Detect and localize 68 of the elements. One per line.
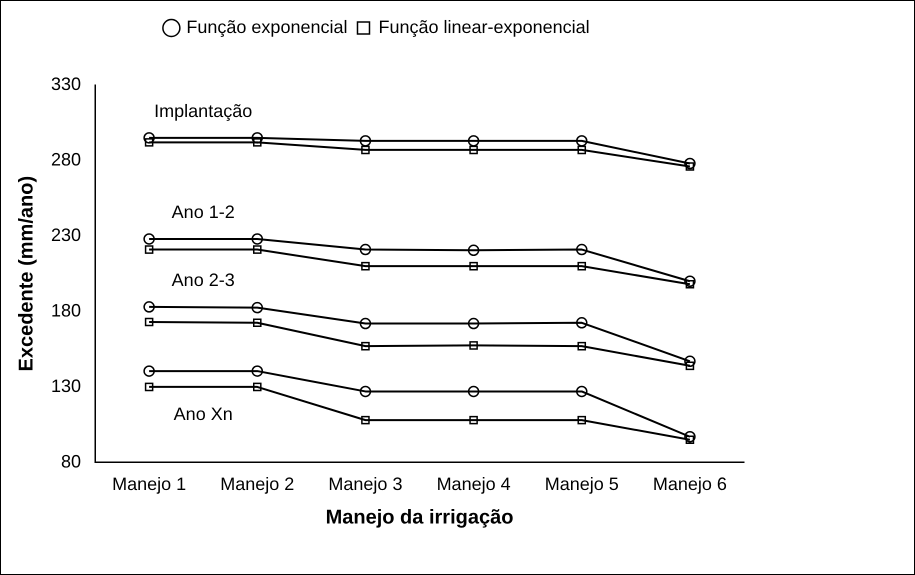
point [468, 318, 480, 330]
point [144, 138, 154, 147]
point [576, 135, 588, 147]
point [684, 430, 696, 442]
x-tick-label: Manejo 1 [112, 474, 186, 494]
point [361, 146, 370, 154]
annotation: Implantação [154, 100, 252, 121]
point [252, 233, 264, 245]
point [360, 318, 372, 330]
point [469, 262, 478, 270]
point [252, 132, 264, 144]
point [252, 302, 264, 314]
point [252, 365, 264, 377]
point [360, 386, 372, 398]
point [576, 386, 588, 398]
y-tick-label: 130 [50, 376, 82, 396]
legend-label: Função exponencial [186, 16, 348, 37]
annotation: Ano 1-2 [172, 202, 235, 222]
point [143, 301, 155, 313]
point [252, 138, 262, 147]
point [576, 317, 588, 329]
point [686, 280, 694, 289]
x-axis-title: Manejo da irrigação [326, 506, 514, 529]
point [577, 342, 586, 350]
point [143, 365, 155, 377]
point [577, 262, 586, 270]
point [143, 132, 155, 144]
point [144, 318, 154, 326]
point [577, 416, 586, 424]
x-tick-label: Manejo 5 [544, 474, 619, 494]
y-tick-label: 280 [50, 149, 82, 170]
point [684, 356, 696, 368]
y-axis-title: Excedente (mm/ano) [16, 176, 38, 372]
point [361, 416, 370, 424]
point [252, 382, 262, 392]
point [469, 416, 478, 424]
y-tick-label: 330 [50, 74, 82, 94]
point [468, 386, 480, 398]
point [577, 146, 586, 154]
point [686, 362, 694, 370]
point [143, 233, 155, 245]
x-tick-label: Manejo 6 [652, 474, 727, 494]
point [252, 318, 262, 328]
point [686, 435, 694, 444]
point [361, 342, 370, 350]
x-tick-label: Manejo 4 [436, 474, 511, 494]
point [252, 245, 262, 254]
point [144, 382, 154, 392]
point [361, 262, 370, 270]
y-tick-label: 180 [50, 300, 82, 320]
point [684, 276, 696, 287]
y-tick-label: 230 [50, 224, 82, 245]
point [686, 162, 694, 171]
point [468, 244, 480, 256]
annotation: Ano Xn [174, 404, 233, 424]
x-tick-label: Manejo 2 [220, 474, 294, 494]
point [469, 146, 478, 154]
point [684, 158, 696, 170]
point [469, 341, 478, 350]
legend-label: Função linear-exponencial [378, 16, 590, 37]
y-tick-label: 80 [61, 451, 82, 472]
point [576, 244, 588, 256]
point [360, 135, 372, 147]
x-tick-label: Manejo 3 [328, 474, 402, 494]
annotation: Ano 2-3 [172, 270, 235, 290]
point [468, 135, 480, 147]
point [360, 244, 372, 256]
point [144, 245, 154, 254]
